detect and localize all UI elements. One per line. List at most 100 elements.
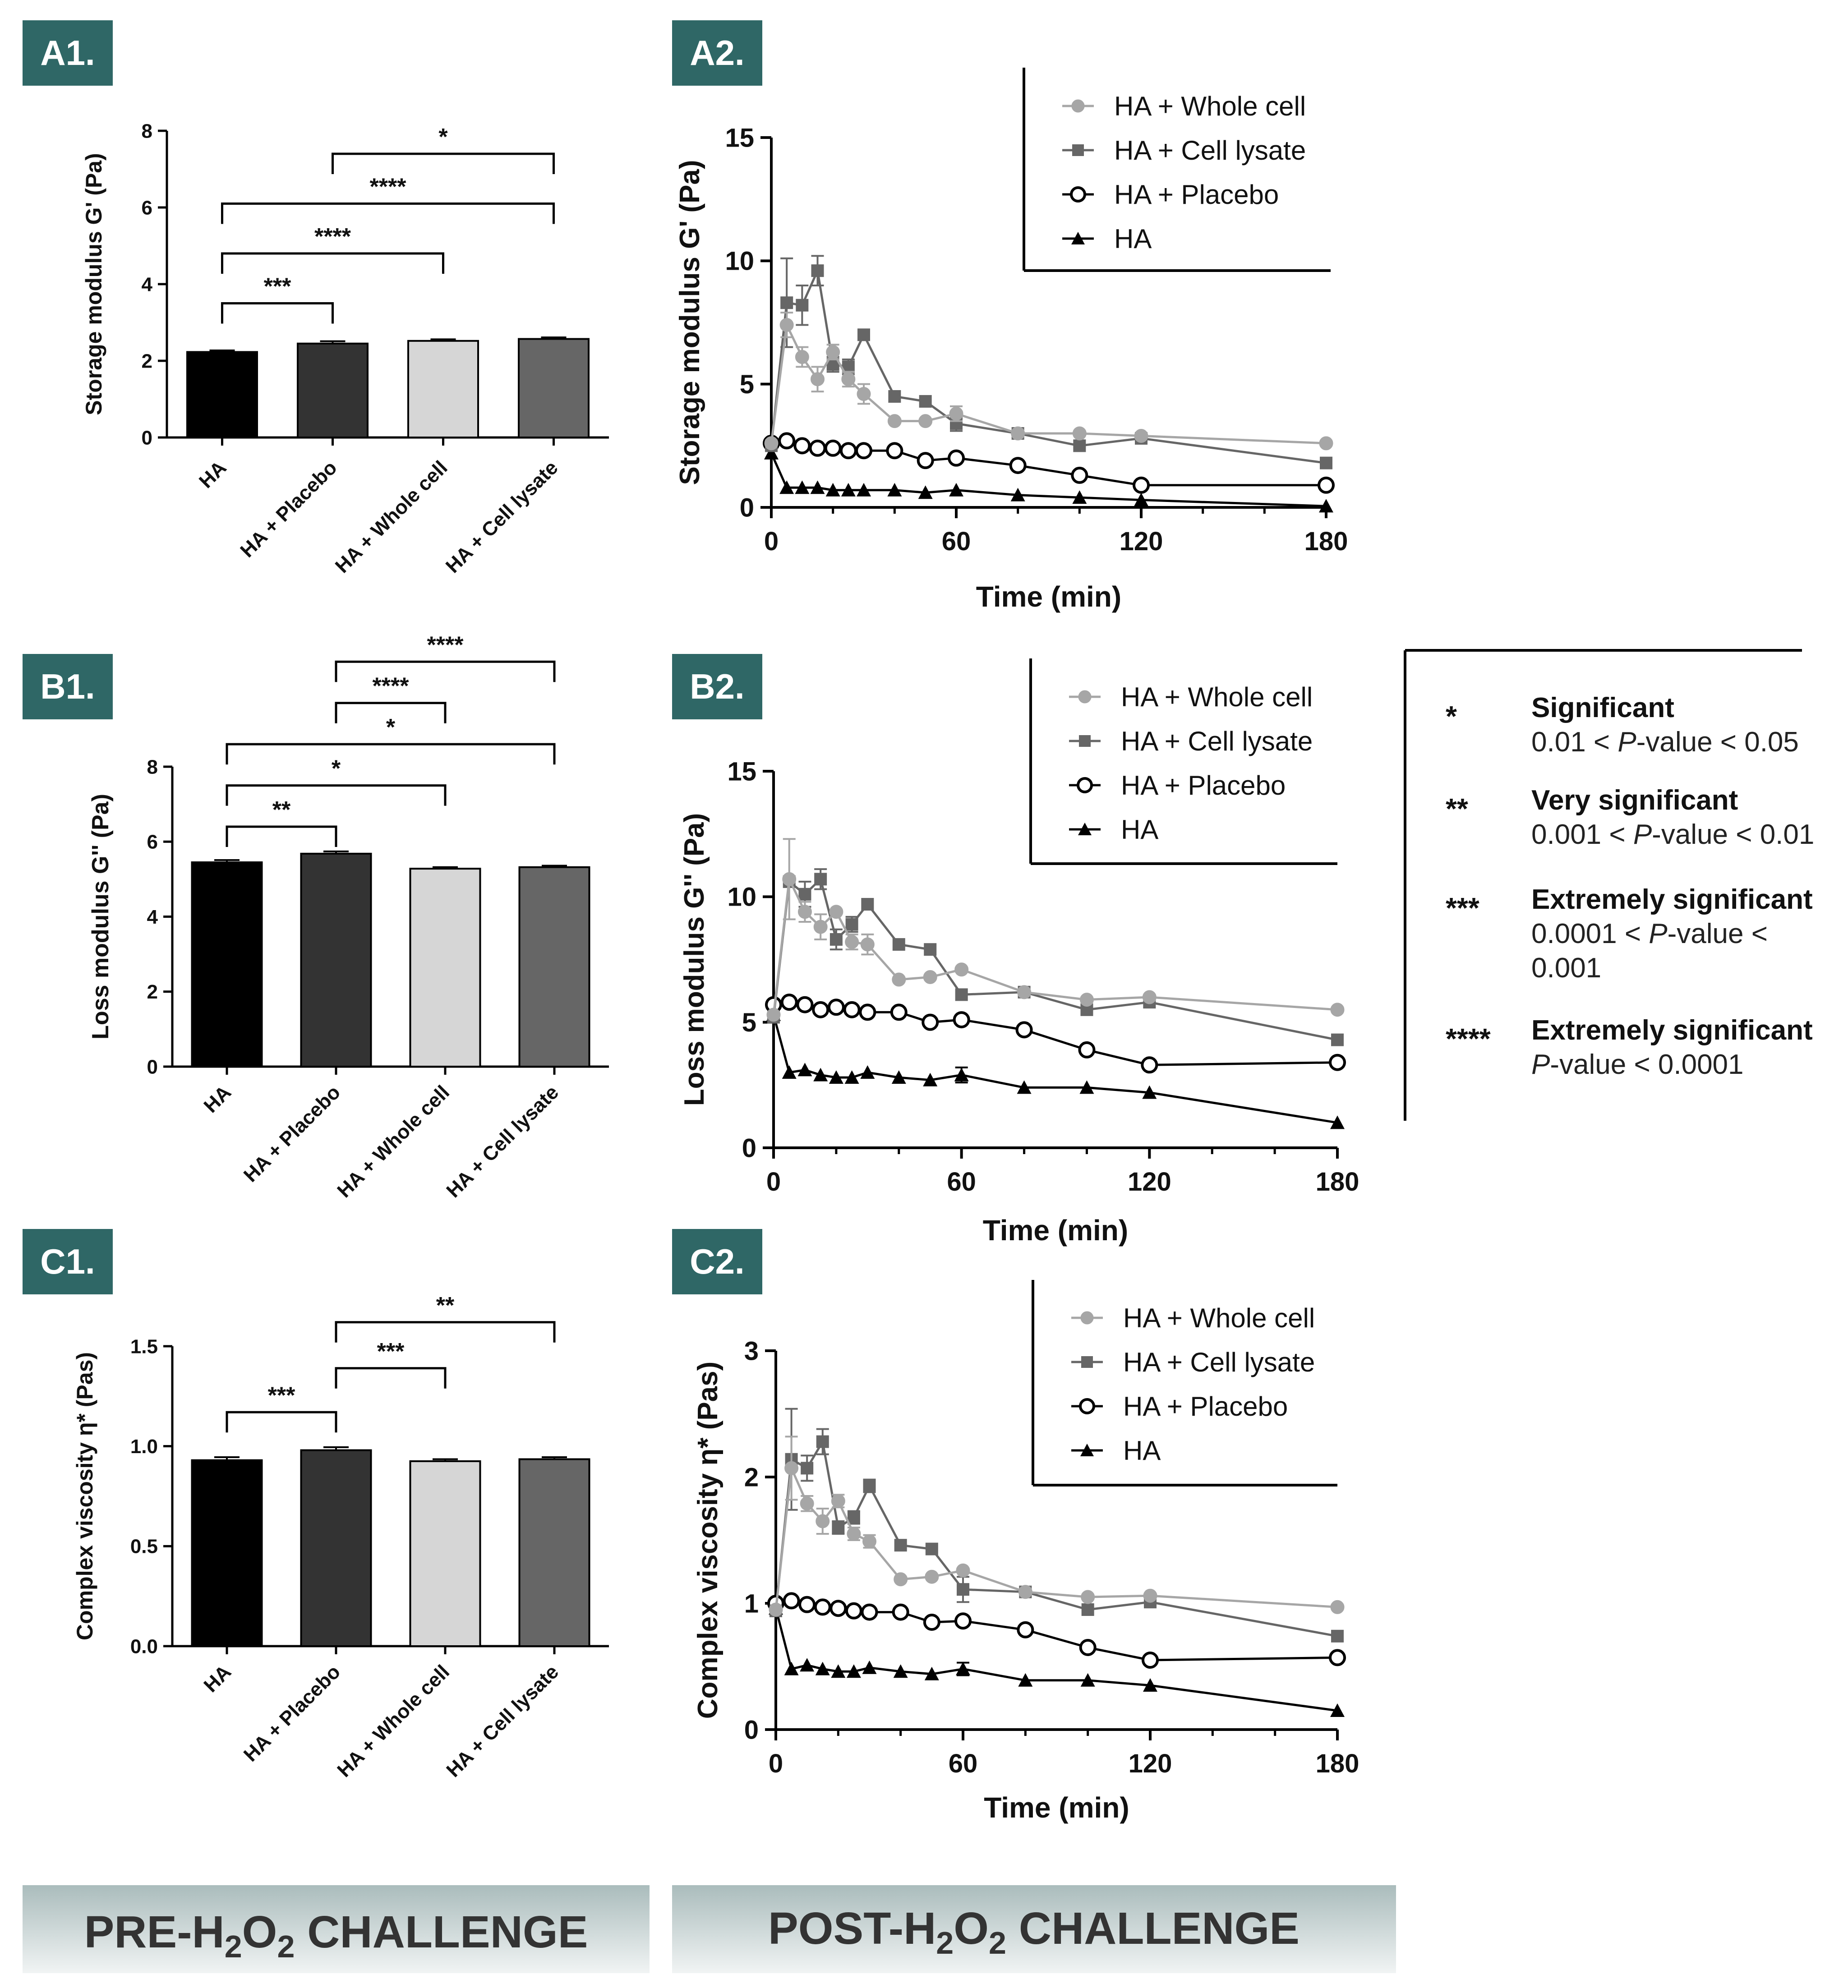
C2-x-tick-label: 0: [769, 1749, 783, 1778]
C2-legend-marker-ha: [1080, 1444, 1094, 1456]
B2-marker-ha: [1017, 1080, 1032, 1094]
C2-legend-label: HA + Cell lysate: [1123, 1347, 1315, 1377]
A2-marker-placebo: [1318, 476, 1335, 494]
A2-legend-marker-placebo: [1070, 186, 1086, 202]
B1-category-label: HA + Whole cell: [333, 1081, 454, 1202]
key-title: Extremely significant: [1531, 884, 1813, 915]
key-title: Significant: [1531, 692, 1674, 723]
B1-bar: [191, 861, 263, 1068]
A2-marker-whole-cell: [1072, 426, 1087, 441]
B2-marker-whole-cell: [954, 962, 969, 977]
A2-marker-whole-cell: [795, 350, 809, 364]
C2-marker-whole-cell: [800, 1496, 814, 1511]
B2-marker-ha: [844, 1070, 859, 1084]
key-description-part: 0.001: [1531, 953, 1601, 984]
C2-marker-ha: [846, 1664, 861, 1678]
B1-category-label: HA: [199, 1081, 235, 1117]
C2-legend-label: HA + Whole cell: [1123, 1303, 1315, 1333]
C2-legend-marker-cell-lysate: [1081, 1356, 1093, 1368]
A2-marker-ha: [1010, 488, 1025, 502]
B1-bar: [518, 866, 590, 1068]
B1-significance-label: ****: [373, 673, 410, 699]
C2-marker-placebo: [1017, 1621, 1034, 1638]
B2-marker-cell-lysate: [798, 888, 811, 901]
C2-marker-whole-cell: [847, 1527, 861, 1541]
panel-label-C2: C2.: [672, 1229, 762, 1294]
B2-marker-placebo: [827, 999, 845, 1016]
C1-y-tick-label: 0.0: [130, 1635, 158, 1657]
key-description-part: 0.001 <: [1531, 819, 1633, 850]
C2-marker-ha: [1018, 1673, 1033, 1687]
C2-x-tick-label: 180: [1316, 1749, 1360, 1778]
A1-y-tick-label: 8: [142, 120, 152, 142]
B2-marker-whole-cell: [829, 905, 843, 919]
A2-marker-cell-lysate: [780, 296, 793, 309]
A1-significance-label: ****: [370, 174, 407, 200]
C1-significance-bracket: [226, 1411, 337, 1433]
B2-marker-whole-cell: [813, 920, 828, 934]
A2-marker-placebo: [1071, 466, 1088, 484]
C2-x-tick-label: 120: [1129, 1749, 1172, 1778]
panel-label-A2: A2.: [672, 20, 762, 86]
B2-marker-placebo: [1141, 1056, 1158, 1074]
A2-marker-cell-lysate: [888, 390, 901, 403]
B2-marker-placebo: [953, 1011, 970, 1029]
A2-y-tick-label: 10: [725, 247, 754, 276]
A2-marker-whole-cell: [857, 387, 871, 401]
A2-x-tick-label: 60: [942, 527, 971, 556]
key-description-part: -value < 0.05: [1636, 727, 1799, 758]
A1-significance-label: *: [438, 124, 448, 150]
B2-marker-cell-lysate: [845, 918, 858, 931]
B1-significance-label: **: [272, 797, 291, 823]
C2-marker-ha: [956, 1661, 970, 1675]
C2-series-line: [774, 1463, 1338, 1610]
A1-category-label: HA: [195, 456, 231, 492]
A2-marker-placebo: [855, 442, 872, 460]
C2-marker-placebo: [830, 1600, 847, 1617]
C1-category-label: HA + Placebo: [240, 1661, 345, 1766]
A1-significance-bracket: [221, 202, 555, 224]
B2-legend-label: HA + Placebo: [1121, 770, 1286, 801]
B2-marker-cell-lysate: [924, 943, 937, 956]
key-stars: **: [1446, 792, 1468, 825]
key-description-part: 0.0001 <: [1531, 918, 1649, 949]
key-description-part: -value < 0.0001: [1550, 1049, 1743, 1080]
B1-significance-bracket: [226, 784, 447, 806]
banner-pre-text: PRE-H2O2 CHALLENGE: [84, 1907, 588, 1964]
B2-marker-whole-cell: [923, 970, 937, 984]
B2-marker-placebo: [890, 1003, 908, 1021]
A2-marker-ha: [857, 483, 871, 497]
A2-marker-whole-cell: [1134, 428, 1148, 443]
A2-marker-cell-lysate: [1073, 439, 1086, 452]
A1-significance-bracket: [221, 302, 334, 324]
key-description-part: P: [1649, 918, 1667, 949]
B2-marker-cell-lysate: [892, 938, 905, 951]
B2-marker-ha: [860, 1065, 875, 1079]
C2-marker-cell-lysate: [1081, 1603, 1094, 1616]
B1-significance-bracket: [335, 660, 556, 682]
C2-marker-whole-cell: [1330, 1600, 1345, 1614]
C2-marker-ha: [800, 1658, 815, 1672]
B2-marker-ha: [1079, 1080, 1094, 1094]
key-title: Extremely significant: [1531, 1015, 1813, 1046]
A2-marker-ha: [1072, 490, 1087, 504]
A2-legend-label: HA + Placebo: [1114, 179, 1279, 210]
B2-marker-whole-cell: [1017, 985, 1032, 999]
C2-marker-placebo: [814, 1598, 831, 1616]
C2-marker-ha: [862, 1660, 877, 1674]
C1-bar: [409, 1460, 481, 1647]
A2-marker-whole-cell: [779, 318, 794, 332]
C1-y-tick-label: 1.5: [130, 1335, 158, 1358]
A2-marker-placebo: [809, 439, 826, 457]
A2-marker-cell-lysate: [919, 395, 932, 408]
C1-significance-label: **: [436, 1293, 455, 1319]
B2-marker-ha: [923, 1072, 938, 1086]
panel-label-B1: B1.: [23, 654, 113, 719]
C2-marker-whole-cell: [925, 1569, 939, 1584]
chart-B1-loss-modulus-bar: 0 2 4 6 8 Loss modulus G'' (Pa) HA HA + Placebo…: [88, 632, 609, 1202]
B2-y-tick-label: 10: [727, 883, 756, 912]
B2-marker-ha: [1142, 1085, 1157, 1099]
B1-bar: [300, 852, 372, 1068]
C2-marker-ha: [784, 1661, 799, 1675]
C1-significance-bracket: [335, 1367, 447, 1389]
